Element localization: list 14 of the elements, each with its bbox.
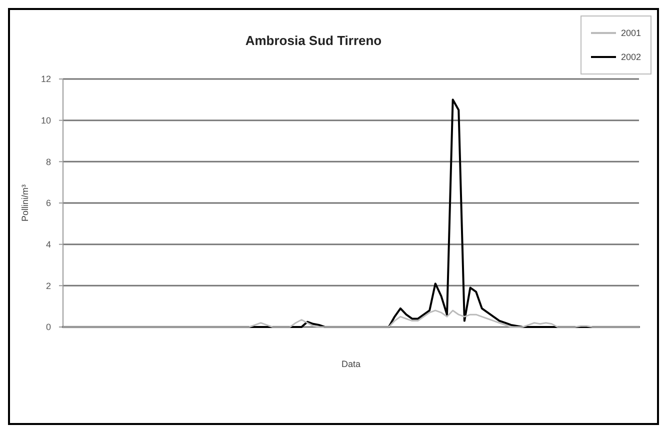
x-axis-title: Data <box>341 359 361 369</box>
y-tick-label: 0 <box>46 322 51 332</box>
y-tick-label: 4 <box>46 239 51 250</box>
y-tick-label: 10 <box>40 115 51 126</box>
y-tick-label: 6 <box>46 198 51 208</box>
y-tick-label: 2 <box>46 280 51 291</box>
line-series <box>62 310 640 328</box>
legend-label: 2002 <box>621 52 642 62</box>
y-tick-label: 8 <box>46 156 51 167</box>
y-tick-label: 12 <box>40 74 51 84</box>
chart-title: Ambrosia Sud Tirreno <box>245 33 382 48</box>
legend-label: 2001 <box>621 28 642 38</box>
line-series <box>62 98 640 328</box>
y-axis-title: Pollini/m³ <box>20 184 30 222</box>
